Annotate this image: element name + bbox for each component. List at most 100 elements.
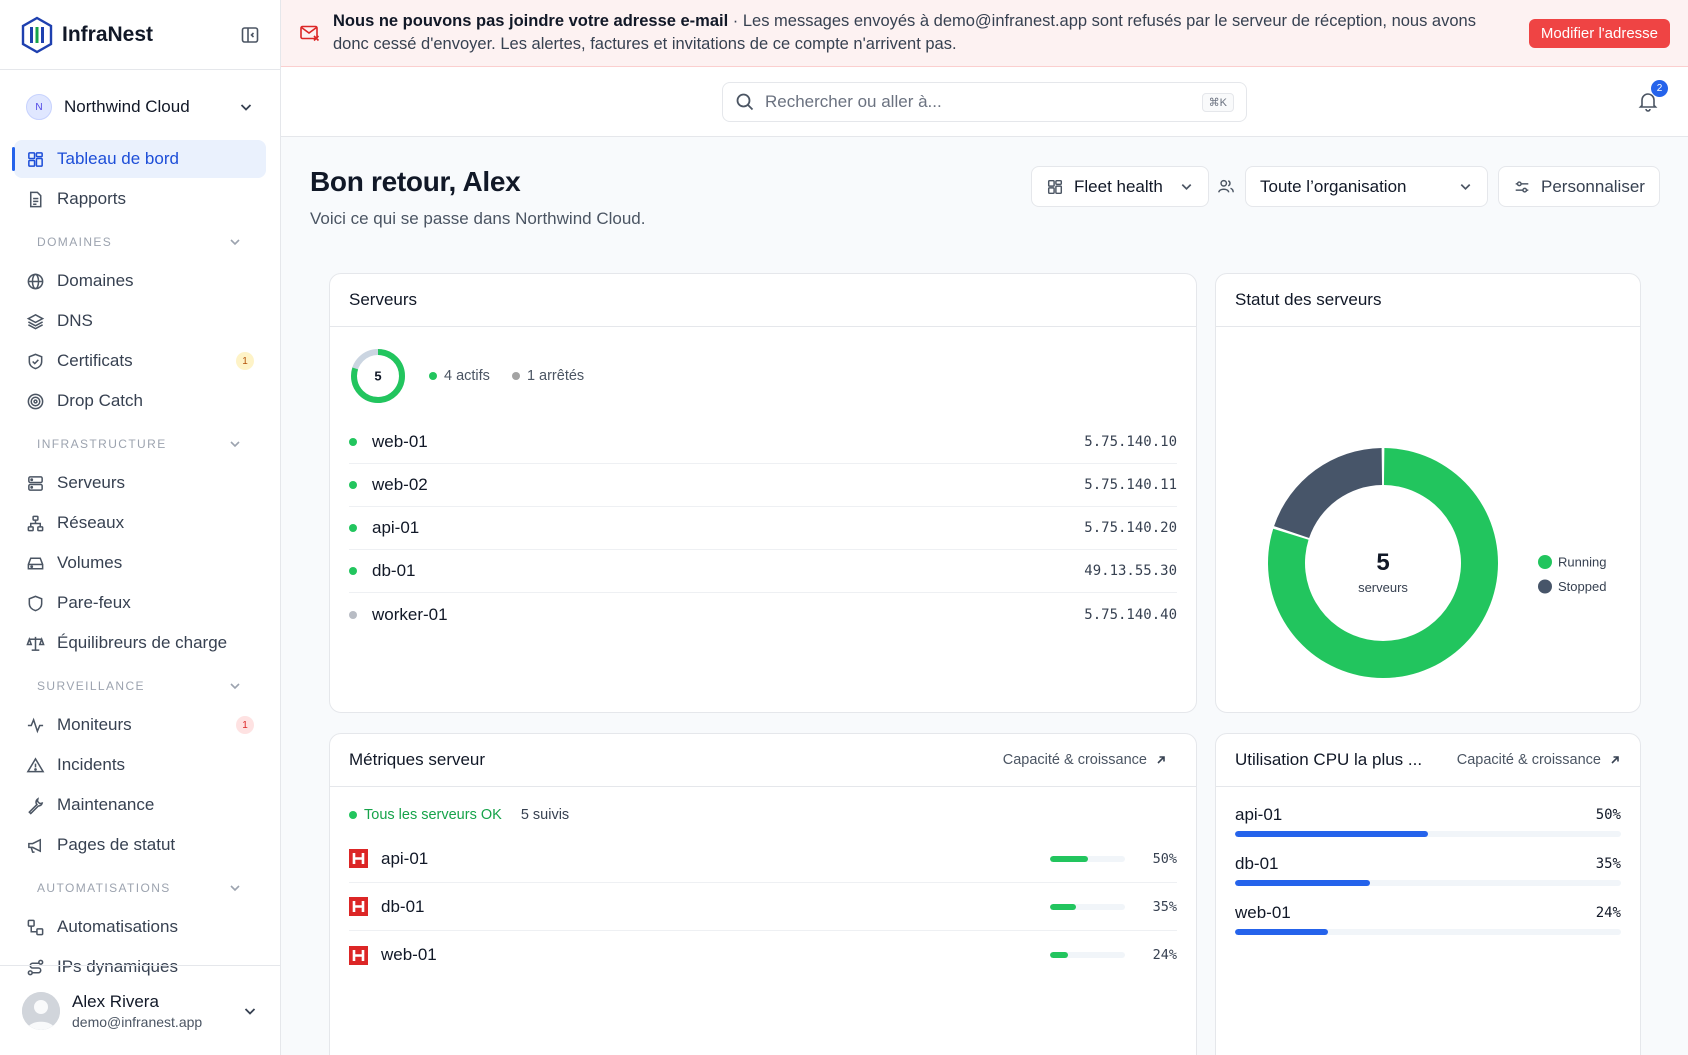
brand: InfraNest <box>0 0 280 70</box>
sidebar-item-monitors[interactable]: Moniteurs 1 <box>14 706 266 744</box>
shield-check-icon <box>28 353 43 369</box>
metric-server-name: api-01 <box>381 848 429 868</box>
server-row[interactable]: worker-01 5.75.140.40 <box>349 593 1177 636</box>
donut-slice-stopped[interactable] <box>1274 448 1383 539</box>
sidebar-item-label: Pare-feux <box>57 593 131 612</box>
metric-row[interactable]: db-01 35% <box>349 883 1177 931</box>
sidebar-item-dns[interactable]: DNS <box>14 302 266 340</box>
change-address-button[interactable]: Modifier l'adresse <box>1528 18 1670 48</box>
metric-row[interactable]: api-01 50% <box>349 835 1177 883</box>
dashboard-icon <box>28 151 43 167</box>
collapse-sidebar-icon[interactable] <box>240 25 260 45</box>
server-ip: 5.75.140.11 <box>1084 477 1177 493</box>
usage-bar-fill <box>1050 903 1077 910</box>
sidebar-item-label: Pages de statut <box>57 835 176 854</box>
sidebar-item-label: Rapports <box>57 189 126 208</box>
activity-icon <box>27 717 44 733</box>
server-ip: 5.75.140.20 <box>1084 520 1177 536</box>
section-header-domaines[interactable]: DOMAINES <box>14 222 266 262</box>
server-row[interactable]: api-01 5.75.140.20 <box>349 507 1177 550</box>
scope-select[interactable]: Toute l’organisation <box>1245 166 1488 207</box>
cpu-server-name: db-01 <box>1235 854 1279 873</box>
capacity-growth-link[interactable]: Capacité & croissance <box>1457 752 1621 768</box>
server-name: worker-01 <box>372 604 448 624</box>
chevron-down-icon <box>240 104 252 111</box>
section-header-infrastructure[interactable]: INFRASTRUCTURE <box>14 424 266 464</box>
sidebar-item-label: Réseaux <box>57 513 125 532</box>
capacity-growth-link[interactable]: Capacité & croissance <box>1003 752 1167 768</box>
sidebar-item-dashboard[interactable]: Tableau de bord <box>12 140 266 178</box>
page-subtitle: Voici ce qui se passe dans Northwind Clo… <box>310 209 646 228</box>
server-row[interactable]: db-01 49.13.55.30 <box>349 550 1177 593</box>
cpu-percent: 24% <box>1595 905 1621 921</box>
cpu-bar-fill <box>1235 880 1371 886</box>
sidebar-item-status-pages[interactable]: Pages de statut <box>14 826 266 864</box>
ok-status-dot <box>349 811 357 819</box>
chevron-down-icon <box>1460 184 1471 191</box>
dashboard-view-select[interactable]: Fleet health <box>1031 166 1209 207</box>
metric-row[interactable]: web-01 24% <box>349 931 1177 979</box>
customize-label: Personnaliser <box>1541 176 1645 196</box>
cpu-list: api-01 50% db-01 35% web-01 24% <box>1216 787 1640 942</box>
alert-triangle-icon <box>26 756 45 772</box>
hetzner-icon <box>349 849 368 868</box>
route-icon <box>27 959 44 975</box>
report-icon <box>29 191 42 207</box>
user-menu[interactable]: Alex Rivera demo@infranest.app <box>0 965 280 1055</box>
usage-bar <box>1050 903 1125 910</box>
sidebar-item-certificates[interactable]: Certificats 1 <box>14 342 266 380</box>
bell-icon[interactable] <box>1636 89 1660 113</box>
legend-swatch-stopped <box>1538 579 1552 594</box>
user-name: Alex Rivera <box>72 991 159 1011</box>
sidebar-item-automations[interactable]: Automatisations <box>14 908 266 946</box>
hetzner-icon <box>349 945 368 965</box>
workflow-icon <box>27 919 44 935</box>
server-ip: 5.75.140.40 <box>1084 606 1177 623</box>
search-input[interactable]: Rechercher ou aller à... ⌘K <box>722 82 1247 122</box>
sidebar-item-load-balancers[interactable]: Équilibreurs de charge <box>14 624 266 662</box>
donut-slice-running[interactable] <box>1268 448 1498 678</box>
sidebar-item-label: Automatisations <box>57 917 178 936</box>
count-badge: 1 <box>236 716 254 734</box>
section-header-automatisations[interactable]: AUTOMATISATIONS <box>14 868 266 908</box>
arrow-up-right-icon <box>1157 756 1165 764</box>
sidebar-item-dynamic-ips[interactable]: IPs dynamiques <box>14 948 266 986</box>
sidebar-item-maintenance[interactable]: Maintenance <box>14 786 266 824</box>
org-switcher[interactable]: N Northwind Cloud <box>16 84 264 130</box>
server-row[interactable]: web-02 5.75.140.11 <box>349 464 1177 507</box>
section-header-surveillance[interactable]: SURVEILLANCE <box>14 666 266 706</box>
status-dot <box>349 438 357 446</box>
cpu-bar-fill <box>1235 929 1328 935</box>
cpu-row[interactable]: web-01 24% <box>1235 893 1621 942</box>
server-name: api-01 <box>372 518 420 537</box>
servers-total: 5 <box>374 369 381 384</box>
server-icon <box>28 475 43 491</box>
server-status-card: Statut des serveurs 5 serveurs Running S… <box>1215 273 1641 713</box>
chevron-down-icon <box>244 1007 256 1015</box>
cpu-row[interactable]: api-01 50% <box>1235 795 1621 844</box>
cpu-bar-fill <box>1235 831 1428 837</box>
server-metrics-card: Métriques serveur Capacité & croissance … <box>329 733 1197 1055</box>
usage-bar-fill <box>1050 952 1068 958</box>
sidebar-item-firewalls[interactable]: Pare-feux <box>14 584 266 622</box>
customize-button[interactable]: Personnaliser <box>1498 166 1660 207</box>
sidebar-item-domains[interactable]: Domaines <box>14 262 266 300</box>
infranest-logo <box>21 16 53 53</box>
sidebar-nav: Tableau de bord Rapports DOMAINES Domain… <box>0 140 280 986</box>
sidebar-item-volumes[interactable]: Volumes <box>14 544 266 582</box>
chevron-down-icon <box>230 683 240 690</box>
status-dot <box>349 567 357 575</box>
cpu-bar <box>1235 880 1621 886</box>
cpu-row[interactable]: db-01 35% <box>1235 844 1621 893</box>
sidebar-item-incidents[interactable]: Incidents <box>14 746 266 784</box>
sidebar-item-reports[interactable]: Rapports <box>14 180 266 218</box>
sidebar-item-label: Serveurs <box>57 473 126 492</box>
sidebar-item-networks[interactable]: Réseaux <box>14 504 266 542</box>
scale-icon <box>26 636 45 651</box>
server-ip: 5.75.140.10 <box>1084 434 1177 450</box>
count-badge: 1 <box>236 352 254 370</box>
sidebar-item-drop-catch[interactable]: Drop Catch <box>14 382 266 420</box>
search-icon <box>736 93 754 111</box>
server-row[interactable]: web-01 5.75.140.10 <box>349 421 1177 464</box>
sidebar-item-servers[interactable]: Serveurs <box>14 464 266 502</box>
